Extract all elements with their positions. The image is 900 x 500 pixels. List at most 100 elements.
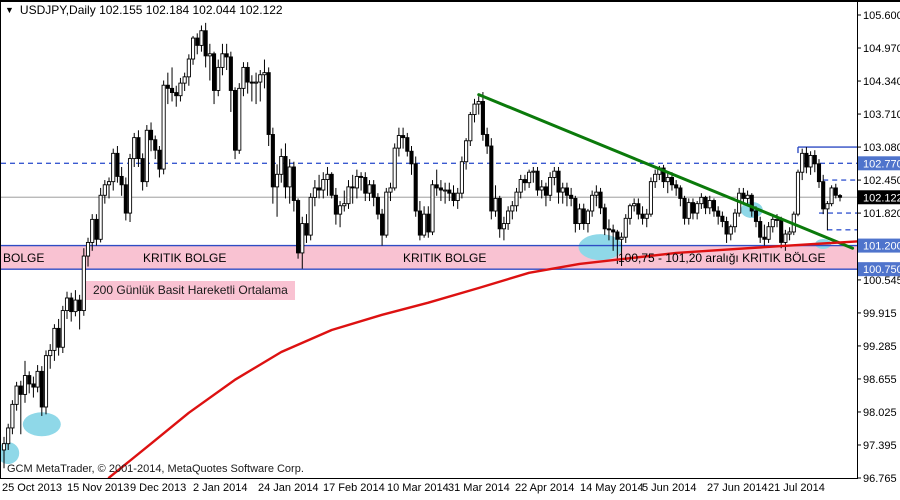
candle-body — [619, 236, 624, 240]
candle-body — [296, 200, 301, 254]
candle-body — [405, 137, 410, 152]
candle-body — [585, 210, 590, 225]
candle-body — [98, 194, 103, 240]
candle-body — [308, 196, 313, 236]
candle-body — [543, 186, 548, 196]
candle-body — [821, 181, 826, 210]
trendline[interactable] — [477, 93, 855, 250]
candle-body — [224, 53, 229, 58]
candle-body — [10, 403, 15, 429]
candle-body — [703, 196, 708, 209]
candle-body — [732, 212, 738, 228]
candle-body — [506, 210, 511, 225]
y-axis-label: 105.600 — [863, 10, 900, 22]
candle-body — [354, 175, 359, 189]
candle-body — [686, 202, 691, 219]
candle-body — [384, 191, 389, 236]
candle-body — [371, 184, 376, 198]
price-label-highlight — [858, 156, 900, 171]
candle-body — [493, 197, 498, 212]
y-axis-label: 104.970 — [863, 43, 900, 55]
y-axis-label: 102.122 — [863, 192, 900, 204]
candle-body — [249, 81, 254, 84]
zone-label-mid-left: KRITIK BOLGE — [143, 251, 227, 265]
candle-body — [749, 194, 754, 212]
candle-body — [699, 196, 704, 205]
candle-body — [14, 385, 19, 405]
candle-body — [195, 37, 200, 46]
candle-body — [90, 218, 95, 243]
candle-body — [329, 173, 334, 196]
candle-body — [27, 375, 32, 385]
candle-body — [254, 81, 259, 84]
candle-body — [77, 299, 82, 312]
candle-body — [497, 197, 502, 230]
candle-body — [111, 152, 116, 183]
candle-body — [501, 223, 506, 230]
candle-body — [312, 187, 317, 198]
candle-body — [556, 170, 561, 193]
candle-body — [363, 177, 368, 194]
y-axis-label: 100.750 — [863, 264, 900, 276]
candle-body — [342, 203, 347, 207]
candle-body — [43, 355, 49, 408]
candle-body — [333, 194, 338, 215]
symbol-period-label: USDJPY,Daily — [19, 3, 96, 17]
candle-body — [455, 192, 460, 201]
sma-200-line — [107, 240, 858, 479]
candle-body — [464, 140, 469, 163]
candle-body — [317, 187, 322, 191]
candle-body — [241, 66, 246, 89]
candle-body — [148, 129, 154, 141]
watermark-text: GCM MetaTrader, © 2001-2014, MetaQuotes … — [7, 463, 304, 475]
candle-body — [665, 177, 670, 183]
candle-body — [678, 187, 683, 199]
candle-body — [1, 443, 7, 451]
zone-label-mid-right: KRITIK BOLGE — [403, 251, 487, 265]
candle-body — [338, 205, 343, 215]
candle-body — [527, 171, 532, 184]
candle-body — [136, 137, 141, 160]
candle-body — [123, 184, 128, 214]
candle-body — [388, 187, 393, 193]
candle-body — [812, 154, 817, 165]
x-axis-date-label: 14 May 2014 — [580, 482, 644, 494]
candle-body — [753, 210, 759, 222]
candle-body — [623, 217, 628, 238]
chart-header: ▼ USDJPY,Daily 102.155 102.184 102.044 10… — [5, 3, 283, 17]
candle-body — [325, 173, 330, 181]
candle-body — [510, 205, 515, 212]
candle-body — [392, 147, 397, 189]
candle-body — [266, 72, 271, 135]
candle-body — [430, 184, 435, 233]
candle-body — [18, 385, 23, 395]
highlight-ellipse — [22, 412, 61, 437]
candle-body — [216, 66, 221, 91]
candle-body — [695, 203, 700, 214]
candle-body — [573, 197, 578, 225]
candle-body — [443, 189, 448, 192]
candle-body — [472, 103, 477, 116]
candle-body — [375, 196, 380, 215]
symbol-dropdown-icon[interactable]: ▼ — [5, 5, 14, 15]
candle-body — [396, 135, 401, 149]
y-axis-label: 104.340 — [863, 76, 900, 88]
candle-body — [220, 53, 225, 68]
candle-body — [669, 177, 675, 186]
candle-body — [762, 236, 767, 240]
candle-body — [468, 114, 473, 142]
candle-body — [707, 200, 712, 209]
y-axis-label: 103.710 — [863, 109, 900, 121]
candle-body — [548, 177, 553, 196]
candle-body — [287, 166, 292, 188]
candle-body — [132, 137, 137, 160]
candle-body — [228, 56, 233, 91]
candle-body — [413, 163, 418, 212]
candle-body — [39, 370, 44, 408]
candle-body — [422, 213, 427, 236]
candle-body — [279, 156, 284, 175]
candle-body — [800, 152, 805, 173]
price-label-highlight — [858, 262, 900, 277]
candle-body — [627, 205, 632, 219]
